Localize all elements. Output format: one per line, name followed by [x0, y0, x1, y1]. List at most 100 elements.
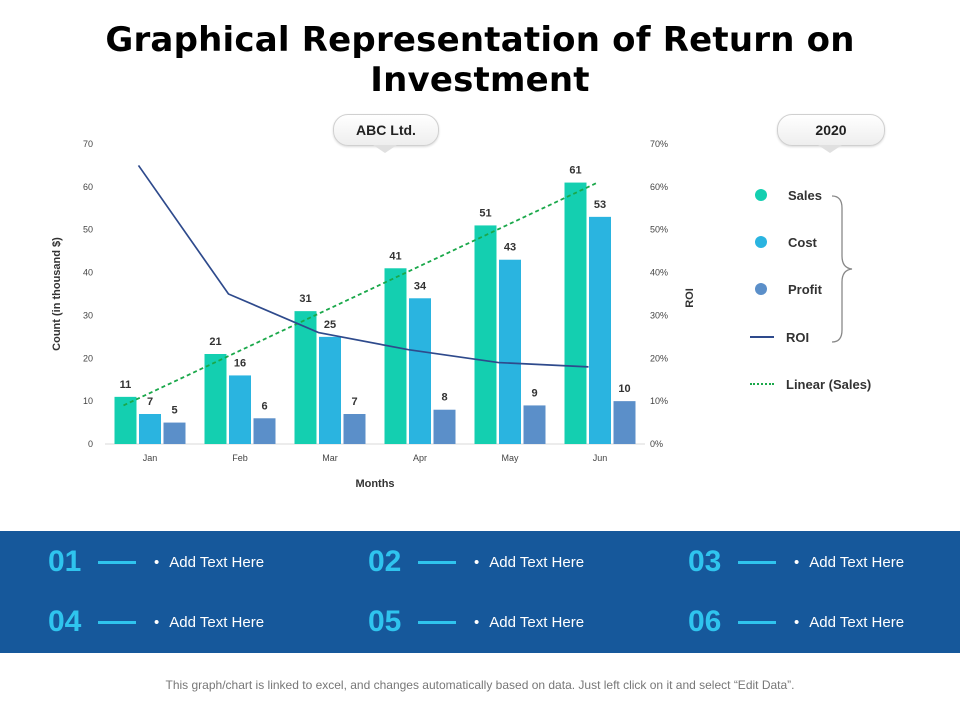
- data-label-sales: 21: [209, 336, 221, 348]
- x-tick-label: Feb: [232, 453, 248, 463]
- info-item-3: 03 Add Text Here: [688, 542, 904, 582]
- y-tick-label: 30: [83, 310, 93, 320]
- dash-icon: [418, 620, 456, 624]
- info-band: 01 Add Text Here 02 Add Text Here 03 Add…: [0, 531, 960, 653]
- profit-dot-icon: [755, 283, 767, 295]
- legend-label-profit: Profit: [788, 281, 822, 297]
- data-label-sales: 11: [120, 379, 132, 391]
- bar-sales: [114, 396, 137, 444]
- bar-cost: [229, 375, 251, 444]
- bar-cost: [139, 414, 161, 444]
- roi-chart: 0 10 20 30 40 50 60 70 0% 10% 20% 30% 40% 50% 60% 70% 11…: [51, 139, 696, 490]
- y-tick-label: 20: [83, 353, 93, 363]
- bar-profit: [343, 414, 366, 444]
- x-tick-label: Jan: [143, 453, 158, 463]
- y-axis-title: Count (in thousand $): [51, 237, 63, 351]
- info-number: 02: [368, 545, 402, 578]
- info-item-2: 02 Add Text Here: [368, 542, 584, 582]
- page-title: Graphical Representation of Return on In…: [105, 20, 855, 100]
- bar-cost: [589, 216, 611, 444]
- legend-label-linear-sales: Linear (Sales): [786, 376, 872, 392]
- legend-item-cost: Cost: [745, 232, 817, 252]
- year-badge-pointer: [818, 145, 842, 153]
- x-tick-label: Jun: [593, 453, 608, 463]
- bar-profit: [253, 418, 276, 444]
- bar-profit: [523, 405, 546, 444]
- y2-tick-label: 0%: [650, 439, 663, 449]
- x-axis-title: Months: [355, 478, 394, 490]
- bar-cost: [499, 259, 521, 444]
- info-text[interactable]: Add Text Here: [474, 554, 584, 571]
- bar-sales: [564, 182, 587, 445]
- chart-legend: Sales Cost Profit ROI Linear (Sales): [745, 180, 945, 400]
- y-tick-label: 0: [88, 439, 93, 449]
- year-badge: 2020: [777, 114, 885, 146]
- data-label-cost: 7: [147, 396, 153, 408]
- data-label-profit: 5: [171, 405, 177, 417]
- y-tick-label: 60: [83, 182, 93, 192]
- data-label-profit: 7: [351, 396, 357, 408]
- data-label-profit: 9: [531, 387, 537, 399]
- y2-tick-label: 30%: [650, 310, 668, 320]
- x-tick-label: May: [501, 453, 519, 463]
- trendline-icon: [750, 383, 774, 385]
- info-number: 04: [48, 605, 82, 638]
- cost-dot-icon: [755, 236, 767, 248]
- bar-sales: [294, 311, 317, 444]
- bar-sales: [384, 268, 407, 444]
- bar-profit: [613, 401, 636, 444]
- legend-item-roi: ROI: [745, 327, 809, 347]
- bar-sales: [204, 354, 227, 444]
- data-label-cost: 25: [324, 319, 336, 331]
- info-item-1: 01 Add Text Here: [48, 542, 264, 582]
- info-number: 05: [368, 605, 402, 638]
- y2-tick-label: 10%: [650, 396, 668, 406]
- info-text[interactable]: Add Text Here: [794, 614, 904, 631]
- info-text[interactable]: Add Text Here: [794, 554, 904, 571]
- data-label-profit: 10: [618, 383, 630, 395]
- roi-line: [137, 164, 589, 368]
- y2-tick-label: 60%: [650, 182, 668, 192]
- data-label-cost: 34: [414, 280, 427, 292]
- data-label-sales: 31: [299, 293, 311, 305]
- x-tick-label: Apr: [413, 453, 427, 463]
- trendline-linear-sales: [123, 181, 598, 407]
- info-number: 01: [48, 545, 82, 578]
- company-badge-pointer: [373, 145, 397, 153]
- bar-profit: [433, 409, 456, 444]
- y-tick-label: 10: [83, 396, 93, 406]
- y2-tick-label: 40%: [650, 268, 668, 278]
- legend-bracket: [831, 195, 853, 343]
- y-tick-label: 40: [83, 268, 93, 278]
- data-label-cost: 16: [234, 357, 246, 369]
- info-item-5: 05 Add Text Here: [368, 602, 584, 642]
- data-label-sales: 51: [479, 207, 491, 219]
- info-item-4: 04 Add Text Here: [48, 602, 264, 642]
- info-number: 03: [688, 545, 722, 578]
- dash-icon: [98, 620, 136, 624]
- legend-label-sales: Sales: [788, 187, 822, 203]
- legend-item-sales: Sales: [745, 185, 822, 205]
- bar-cost: [319, 336, 341, 444]
- dash-icon: [98, 560, 136, 564]
- bar-profit: [163, 422, 186, 444]
- x-tick-label: Mar: [322, 453, 338, 463]
- data-label-sales: 41: [389, 250, 401, 262]
- info-item-6: 06 Add Text Here: [688, 602, 904, 642]
- data-label-sales: 61: [569, 165, 581, 177]
- legend-item-linear-sales: Linear (Sales): [745, 374, 871, 394]
- data-label-cost: 53: [594, 199, 606, 211]
- data-label-cost: 43: [504, 242, 516, 254]
- bar-cost: [409, 298, 431, 444]
- y2-tick-label: 50%: [650, 225, 668, 235]
- y2-axis-title: ROI: [684, 288, 696, 308]
- info-text[interactable]: Add Text Here: [154, 554, 264, 571]
- sales-dot-icon: [755, 189, 767, 201]
- dash-icon: [418, 560, 456, 564]
- dash-icon: [738, 560, 776, 564]
- dash-icon: [738, 620, 776, 624]
- info-text[interactable]: Add Text Here: [154, 614, 264, 631]
- bar-sales: [474, 225, 497, 444]
- info-text[interactable]: Add Text Here: [474, 614, 584, 631]
- legend-label-roi: ROI: [786, 329, 810, 345]
